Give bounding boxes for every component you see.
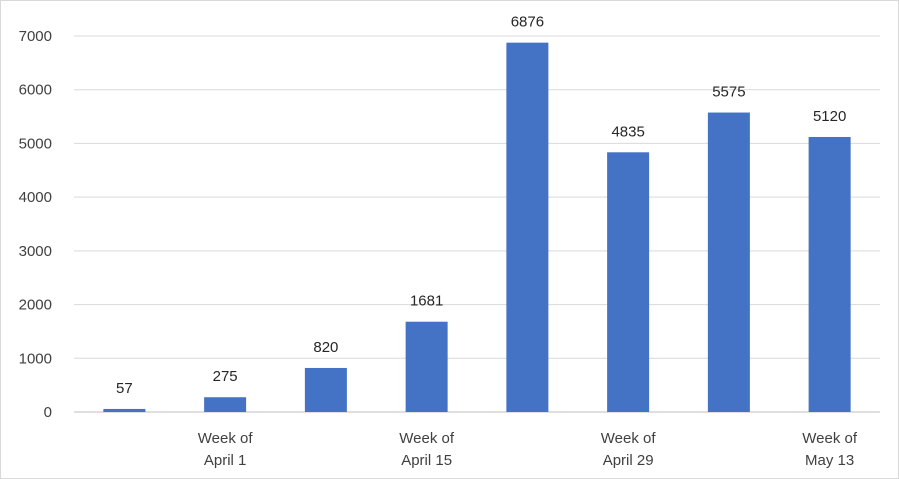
data-labels: 57 275 820 1681 6876 4835 5575 5120: [116, 14, 846, 397]
data-label-0: 57: [116, 380, 133, 397]
bar-6: [707, 112, 750, 413]
data-label-6: 5575: [712, 84, 745, 101]
bars: [103, 42, 851, 413]
data-label-3: 1681: [410, 293, 443, 310]
x-tick-label: Week of: [802, 430, 858, 447]
bar-4: [506, 42, 549, 412]
data-label-4: 6876: [511, 14, 544, 31]
data-label-1: 275: [213, 368, 238, 385]
y-tick-label: 1000: [19, 350, 52, 367]
bar-7: [808, 136, 851, 413]
x-tick-label: Week of: [601, 430, 657, 447]
bar-0: [103, 408, 146, 412]
y-tick-label: 7000: [19, 28, 52, 45]
y-tick-label: 3000: [19, 243, 52, 260]
y-tick-label: 2000: [19, 297, 52, 314]
bar-5: [607, 152, 650, 412]
x-tick-label: Week of: [198, 430, 254, 447]
y-tick-label: 5000: [19, 135, 52, 152]
x-tick-label: April 29: [603, 452, 654, 469]
y-tick-label: 0: [44, 404, 52, 421]
gridlines: [74, 35, 880, 413]
bar-2: [304, 367, 347, 412]
x-tick-label: April 15: [401, 452, 452, 469]
data-label-2: 820: [313, 339, 338, 356]
y-tick-label: 4000: [19, 189, 52, 206]
data-label-7: 5120: [813, 108, 846, 125]
bar-1: [204, 397, 247, 412]
data-label-5: 4835: [611, 123, 644, 140]
x-axis-category-labels: Week of April 1 Week of April 15 Week of Apri…: [198, 430, 858, 469]
x-tick-label: Week of: [399, 430, 455, 447]
y-tick-label: 6000: [19, 82, 52, 99]
y-axis-tick-labels: 0 1000 2000 3000 4000 5000 6000 7000: [19, 28, 52, 421]
x-tick-label: May 13: [805, 452, 854, 469]
x-tick-label: April 1: [204, 452, 247, 469]
bar-3: [405, 321, 448, 412]
